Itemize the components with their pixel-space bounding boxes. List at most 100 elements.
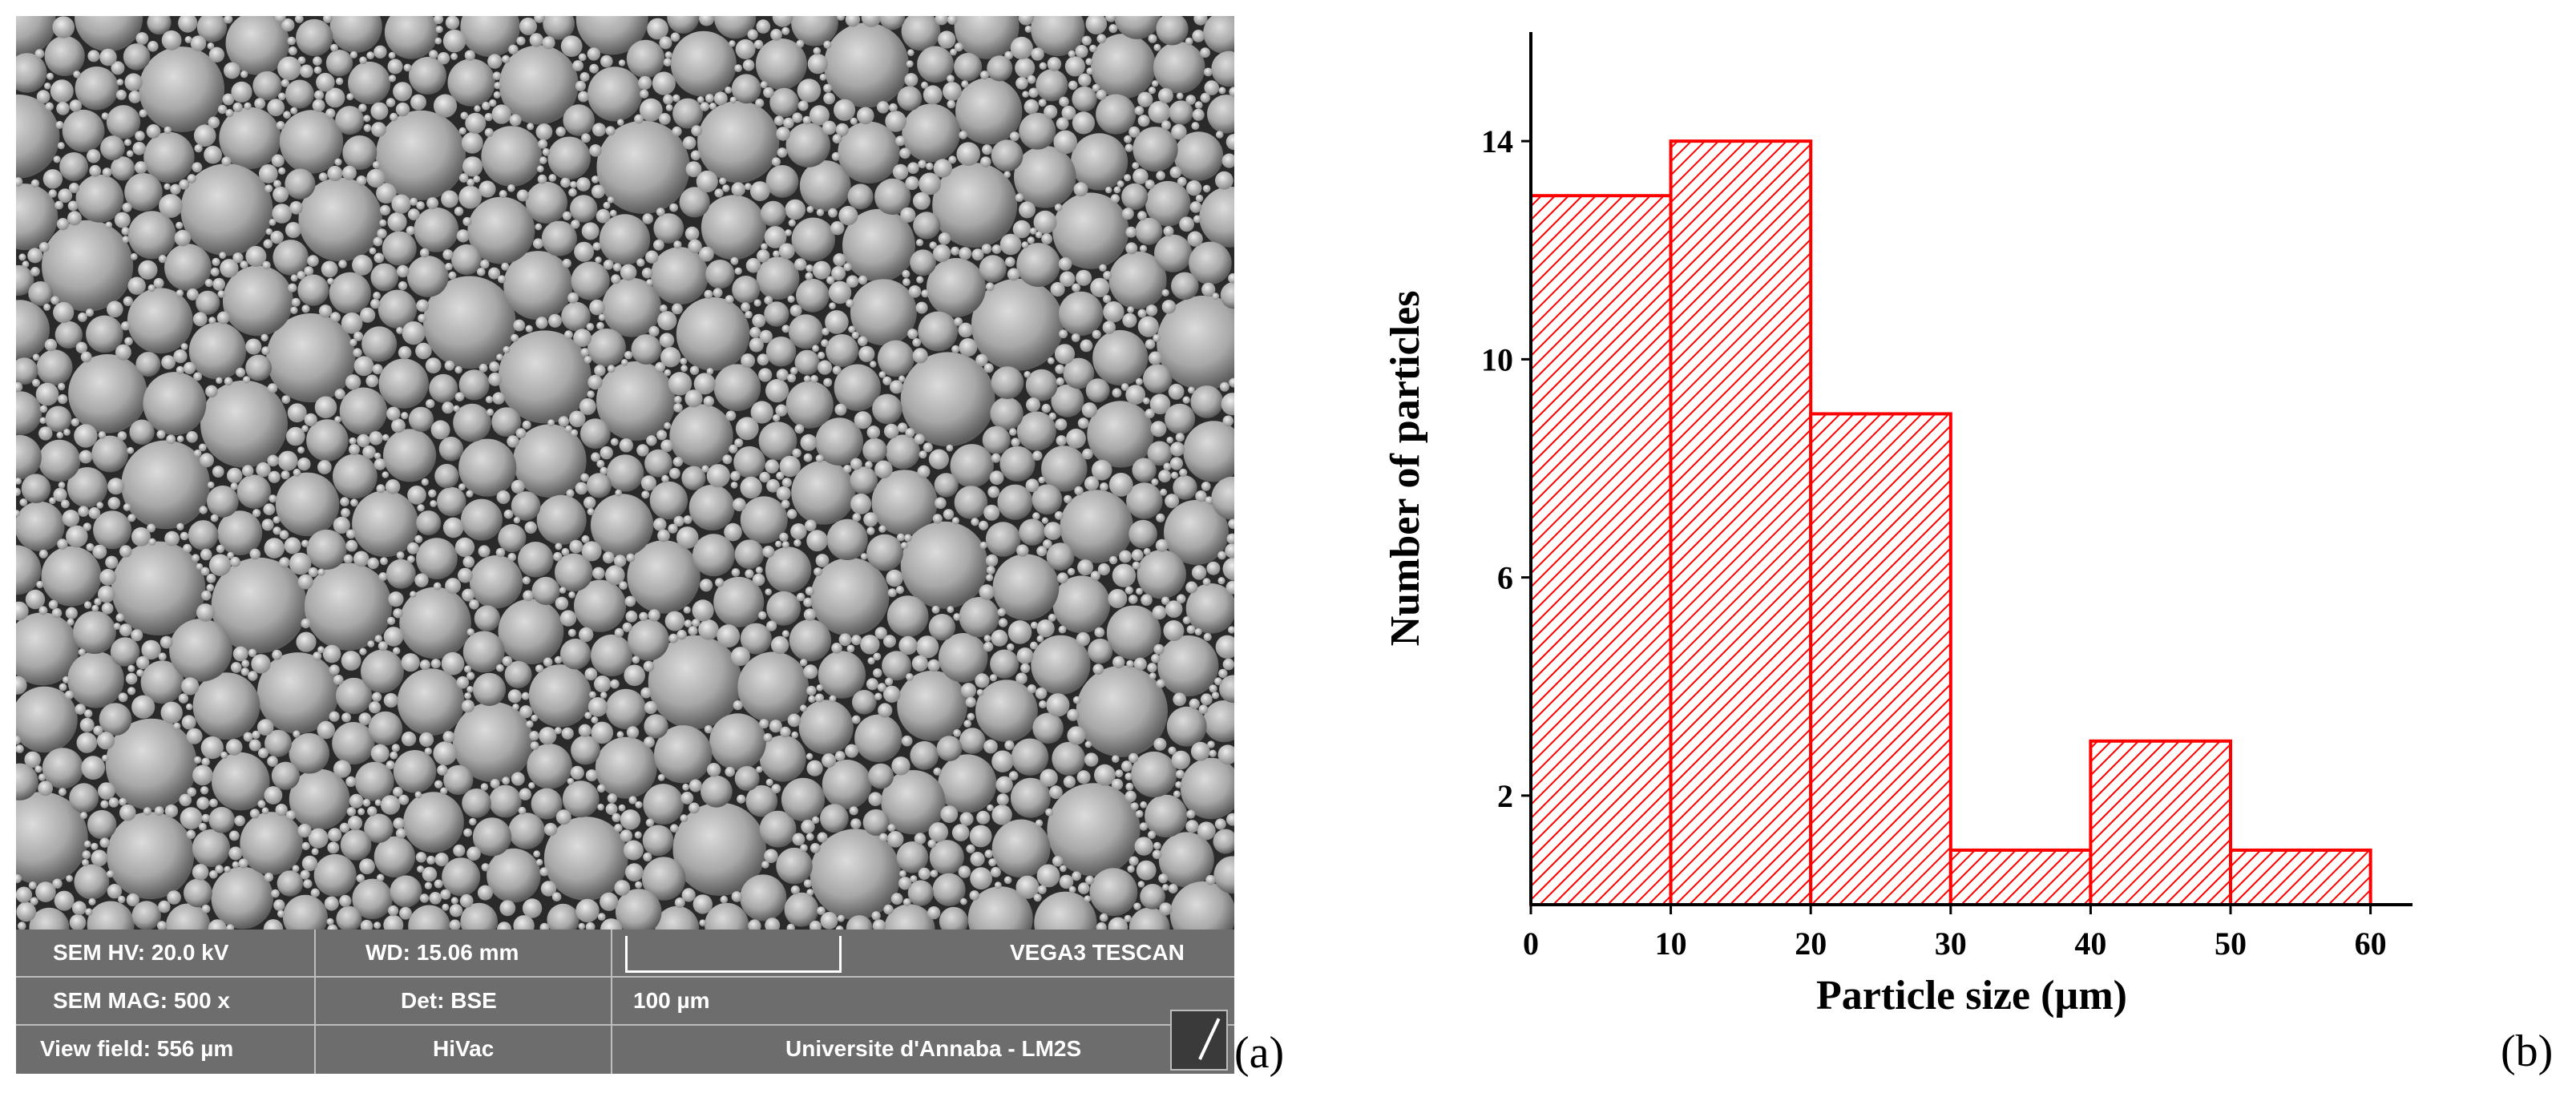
powder-particle [316,72,335,92]
powder-particle [78,506,89,517]
powder-particle [567,777,575,785]
powder-particle [79,450,93,464]
powder-particle [992,554,1060,621]
powder-particle [124,173,163,212]
powder-particle [934,473,959,498]
powder-particle [755,99,765,108]
powder-particle [1185,581,1198,594]
powder-particle [1190,385,1224,418]
powder-particle [39,405,48,413]
powder-particle [596,321,604,330]
powder-particle [784,892,819,927]
powder-particle [132,142,146,155]
powder-particle [1041,403,1052,413]
powder-particle [518,542,554,578]
powder-particle [792,833,806,846]
powder-particle [1097,563,1110,576]
powder-particle [301,304,310,313]
powder-particle [1086,67,1094,75]
powder-particle [921,81,928,89]
powder-particle [193,449,202,458]
powder-particle [781,777,826,821]
powder-particle [791,460,856,525]
powder-particle [741,302,750,313]
powder-particle [1207,95,1234,134]
powder-particle [765,546,812,593]
powder-particle [594,676,612,693]
powder-particle [730,470,741,482]
powder-particle [180,807,203,830]
powder-particle [44,35,85,76]
powder-particle [596,120,690,214]
powder-particle [46,72,54,80]
powder-particle [507,553,517,562]
x-axis-title: Particle size (µm) [1816,973,2127,1018]
powder-particle [752,313,766,328]
powder-particle [563,104,595,136]
sem-wd: WD: 15.06 mm [365,940,519,965]
powder-particle [111,61,125,75]
powder-particle [416,201,425,210]
powder-particle [504,660,532,688]
powder-particle [765,459,779,474]
powder-particle [143,372,207,436]
powder-particle [174,229,192,247]
powder-particle [472,672,507,707]
powder-particle [1226,533,1234,544]
powder-particle [851,635,862,646]
powder-particle [167,890,181,905]
powder-particle [1203,700,1234,743]
powder-particle [1046,693,1070,717]
powder-particle [815,554,830,567]
powder-particle [373,836,416,878]
powder-particle [372,364,383,375]
powder-particle [757,353,769,366]
powder-particle [1124,790,1137,803]
powder-particle [597,913,606,921]
powder-particle [164,126,172,135]
powder-particle [749,181,770,202]
powder-particle [1096,34,1107,44]
powder-particle [961,80,969,88]
powder-particle [466,628,474,636]
powder-particle [787,713,801,728]
powder-particle [1222,415,1234,427]
powder-particle [300,64,313,79]
powder-particle [680,792,694,805]
powder-particle [1052,575,1111,634]
powder-particle [624,351,633,360]
powder-particle [1137,115,1150,127]
powder-particle [607,793,617,804]
powder-particle [943,509,955,520]
powder-particle [118,692,128,703]
powder-particle [1200,47,1210,58]
powder-particle [740,476,762,499]
powder-particle [126,893,139,907]
powder-particle [829,695,837,703]
powder-particle [1015,77,1028,90]
powder-particle [1103,271,1112,280]
powder-particle [1068,80,1078,91]
powder-particle [24,751,41,768]
powder-particle [140,660,184,704]
powder-particle [902,103,961,163]
powder-particle [828,280,852,304]
powder-particle [408,406,434,432]
y-tick-label: 2 [1497,778,1513,814]
powder-particle [735,39,756,59]
powder-particle [835,123,849,136]
powder-particle [1077,882,1090,894]
powder-particle [224,377,233,386]
powder-particle [959,131,967,139]
powder-particle [551,892,562,901]
powder-particle [513,517,521,524]
powder-particle [453,405,460,413]
powder-particle [318,304,333,318]
powder-particle [815,454,824,463]
powder-particle [1219,675,1234,703]
powder-particle [600,892,619,911]
powder-particle [81,756,106,780]
powder-particle [73,611,116,654]
powder-particle [273,899,285,911]
powder-particle [16,686,78,753]
